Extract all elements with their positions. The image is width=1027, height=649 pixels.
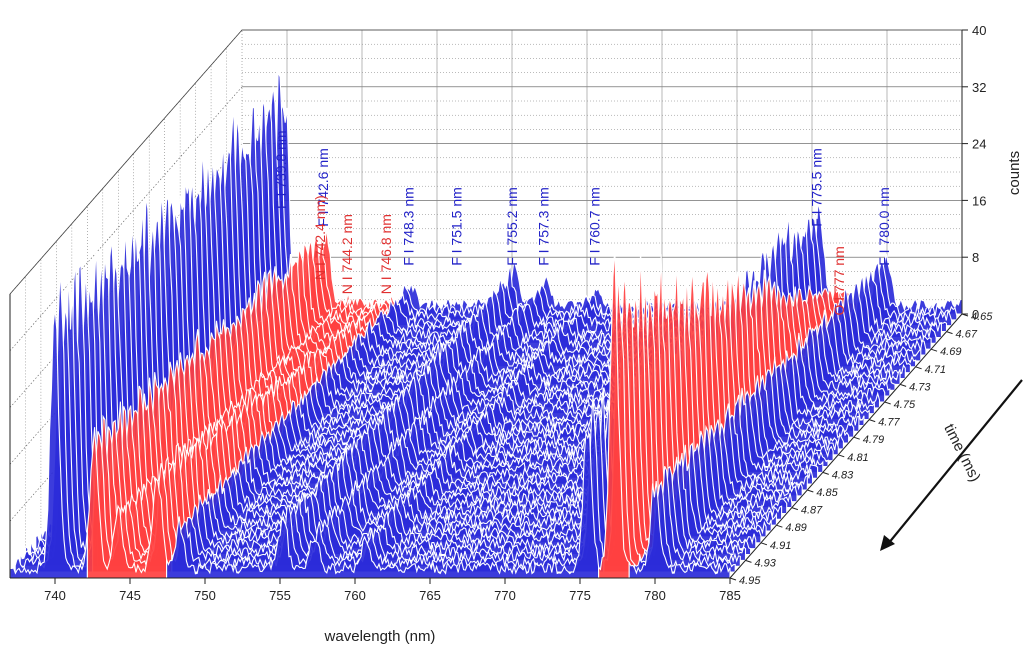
spectrum-trace	[196, 389, 631, 544]
axes-layer: 740 745 750 755 760 765 770 775 780 785 0 8 16 24 32 40…	[9, 23, 993, 603]
time-tick-label: 4.71	[925, 364, 946, 376]
x-tick-label: 755	[269, 588, 291, 603]
time-axis-tick	[776, 524, 783, 528]
peak-annotation: O I 777 nm	[831, 246, 847, 315]
y-tick-label: 40	[972, 23, 986, 38]
spectrum-trace-highlight	[598, 247, 630, 579]
time-tick-label: 4.91	[770, 540, 791, 552]
peak-annotation: F I 739.8 nm	[273, 130, 289, 209]
time-tick-label: 4.65	[971, 311, 993, 323]
time-axis-tick	[961, 313, 969, 317]
time-tick-label: 4.93	[754, 557, 776, 569]
time-tick-label: 4.95	[739, 575, 761, 587]
time-axis-tick	[807, 489, 814, 493]
time-axis-tick	[791, 507, 799, 511]
spectrum-trace	[191, 404, 625, 550]
time-axis-tick	[729, 577, 737, 581]
peak-annotation: F I 775.5 nm	[809, 148, 825, 227]
peak-annotation: F I 757.3 nm	[536, 187, 552, 266]
x-tick-label: 765	[419, 588, 441, 603]
time-tick-label: 4.83	[832, 469, 854, 481]
time-axis-tick	[946, 331, 953, 335]
peak-annotation: F I 780.0 nm	[876, 187, 892, 266]
time-axis-tick	[899, 383, 907, 387]
peak-annotation: F I 751.5 nm	[449, 187, 465, 266]
time-axis-tick	[884, 401, 891, 405]
time-axis-tick	[930, 348, 938, 352]
time-tick-label: 4.85	[816, 487, 838, 499]
y-tick-label: 8	[972, 250, 979, 265]
time-axis-line	[729, 313, 963, 579]
spectrum-trace	[212, 390, 646, 526]
peak-annotation: N I 744.2 nm	[339, 214, 355, 294]
time-tick-label: 4.79	[863, 434, 884, 446]
peak-annotation: F I 748.3 nm	[401, 187, 417, 266]
spectrum-trace	[207, 367, 641, 532]
time-tick-label: 4.89	[785, 522, 806, 534]
time-tick-label: 4.67	[956, 329, 978, 341]
time-axis-tick	[822, 471, 829, 475]
spectrum-trace	[171, 396, 605, 573]
spectrum-trace	[176, 409, 610, 567]
peak-annotation: N I 742.4 nm)	[312, 195, 328, 280]
spectrum-trace	[166, 432, 600, 579]
side-wall-gridline	[9, 86, 243, 351]
time-axis-tick	[915, 366, 922, 370]
time-tick-label: 4.73	[909, 381, 931, 393]
y-axis-label: counts	[1006, 151, 1023, 195]
spectrum-trace	[186, 401, 620, 556]
spectrum-trace	[181, 387, 615, 561]
x-tick-label: 785	[719, 588, 741, 603]
time-tick-label: 4.81	[847, 452, 868, 464]
time-axis-tick	[838, 454, 845, 458]
x-axis-label: wavelength (nm)	[324, 628, 436, 645]
spectrum-trace	[202, 382, 636, 538]
wall-outline	[9, 29, 962, 295]
peak-annotation: F I 755.2 nm	[504, 187, 520, 266]
x-tick-label: 745	[119, 588, 141, 603]
spectrum-trace	[9, 308, 88, 579]
x-tick-label: 780	[644, 588, 666, 603]
time-axis-tick	[760, 542, 768, 546]
y-tick-label: 32	[972, 80, 986, 95]
time-tick-label: 4.69	[940, 346, 961, 358]
x-tick-label: 775	[569, 588, 591, 603]
time-tick-label: 4.77	[878, 417, 900, 429]
time-axis-tick	[745, 559, 752, 563]
traces-layer	[9, 71, 963, 579]
y-tick-label: 16	[972, 193, 986, 208]
time-direction-arrow	[880, 379, 1023, 551]
peak-annotation: F I 760.7 nm	[587, 187, 603, 266]
time-tick-label: 4.75	[894, 399, 916, 411]
peak-annotation: N I 746.8 nm	[378, 214, 394, 294]
labels-layer: F I 739.8 nm F I 742.6 nmN I 742.4 nm) N I…	[273, 130, 892, 315]
y-tick-label: 24	[972, 137, 986, 152]
x-tick-label: 760	[344, 588, 366, 603]
x-tick-label: 770	[494, 588, 516, 603]
y-tick-label: 0	[972, 307, 979, 322]
x-tick-label: 750	[194, 588, 216, 603]
spectrum-trace-highlight	[86, 427, 168, 579]
x-tick-label: 740	[44, 588, 66, 603]
time-axis-tick	[869, 419, 876, 423]
spectrum-trace	[628, 480, 731, 579]
time-tick-label: 4.87	[801, 505, 823, 517]
time-axis-tick	[853, 436, 860, 440]
peak-annotation: F I 742.6 nm	[315, 148, 331, 227]
